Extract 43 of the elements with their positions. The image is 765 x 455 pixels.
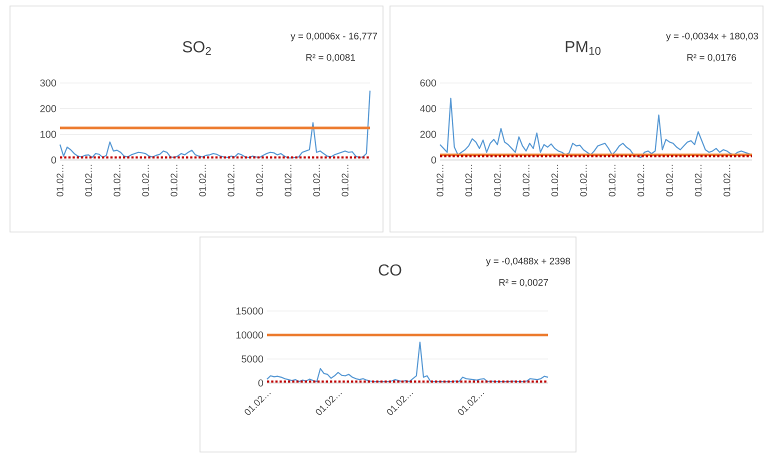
x-tick-label: 01.02…: [284, 164, 292, 196]
x-tick-label: 01.02…: [724, 164, 730, 196]
chart-title: SO$_{2}$: [182, 41, 211, 55]
x-tick-label: 01.02…: [342, 164, 348, 196]
x-tick-label: 01.02…: [637, 164, 644, 196]
x-tick-label: 01.02…: [694, 164, 702, 196]
x-tick-label: 01.02…: [494, 164, 501, 196]
chart-title: CO: [378, 264, 402, 276]
text: R² = 0,0027: [499, 279, 548, 287]
x-tick-label: 01.02…: [465, 164, 472, 196]
x-tick-label: 01.02…: [551, 164, 558, 196]
y-tick-label: 200: [40, 105, 56, 112]
x-tick-label: 01.02…: [170, 164, 178, 196]
y-tick-label: 100: [40, 130, 56, 138]
x-tick-label: 01.02…: [114, 164, 120, 196]
x-tick-label: 01.02…: [436, 164, 444, 196]
y-tick-label: 0: [258, 379, 264, 387]
x-tick-label: 01.02…: [56, 164, 64, 196]
y-tick-label: 0: [431, 156, 436, 164]
y-tick-label: 600: [420, 79, 436, 87]
x-tick-label: 01.02…: [313, 164, 320, 196]
x-tick-label: 01.02…: [666, 164, 673, 196]
x-tick-label: 01.02…: [228, 164, 234, 196]
x-tick-label: 01.02…: [608, 164, 616, 196]
text: y = -0,0034x + 180,03: [666, 32, 758, 42]
text: R² = 0,0081: [306, 54, 355, 62]
y-tick-label: 300: [40, 79, 56, 87]
y-tick-label: 5000: [242, 355, 264, 363]
x-tick-label: 01.02…: [580, 164, 587, 196]
text: R² = 0,0176: [687, 54, 736, 62]
x-tick-label: 01.02…: [85, 164, 92, 196]
y-tick-label: 15000: [236, 307, 264, 315]
y-tick-label: 200: [420, 130, 436, 138]
x-tick-label: 01.02…: [199, 164, 206, 196]
chart-title: PM$_{10}$: [566, 41, 601, 55]
y-tick-label: 400: [420, 105, 436, 112]
text: y = 0,0006x - 16,777: [290, 32, 377, 42]
y-tick-label: 0: [51, 156, 56, 164]
text: y = -0,0488x + 2398: [486, 258, 570, 266]
y-tick-label: 10000: [236, 331, 264, 339]
x-tick-label: 01.02…: [256, 164, 263, 196]
x-tick-label: 01.02…: [522, 164, 530, 196]
x-tick-label: 01.02…: [142, 164, 149, 196]
